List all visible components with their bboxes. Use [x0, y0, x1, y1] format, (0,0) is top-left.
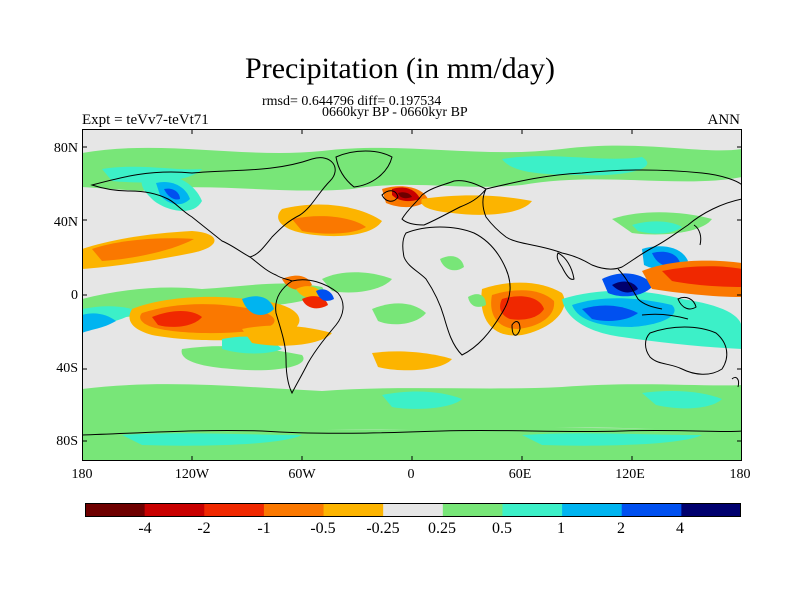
season-label: ANN	[707, 112, 741, 128]
colorbar-label: -1	[257, 520, 271, 537]
rmsd-diff-stats: rmsd= 0.644796 diff= 0.197534	[262, 94, 442, 109]
lat-label-40n: 40N	[53, 215, 78, 230]
lat-label-80n: 80N	[53, 141, 78, 156]
colorbar-cell	[383, 503, 444, 517]
colorbar-cell	[323, 503, 384, 517]
period-label: 0660kyr BP - 0660kyr BP	[322, 105, 468, 120]
lon-label-120e: 120E	[615, 467, 645, 482]
colorbar-cell	[502, 503, 563, 517]
lon-label-180w: 180	[71, 467, 93, 482]
lon-label-0: 0	[407, 467, 415, 482]
colorbar-label: 1	[557, 520, 565, 537]
colorbar-cell	[204, 503, 265, 517]
colorbar-label: -0.25	[366, 520, 400, 537]
coastlines	[82, 150, 742, 436]
chart-title: Precipitation (in mm/day)	[245, 52, 555, 85]
experiment-label: Expt = teVv7-teVt71	[82, 112, 209, 128]
colorbar-label: -2	[197, 520, 211, 537]
colorbar-label: -0.5	[310, 520, 336, 537]
colorbar-label: 2	[617, 520, 625, 537]
colorbar-label: 0.5	[492, 520, 512, 537]
precipitation-difference-map	[82, 129, 742, 461]
precip-anomaly-fields	[82, 145, 742, 461]
colorbar-cell	[263, 503, 325, 517]
colorbar-label: 4	[676, 520, 684, 537]
map-frame	[82, 129, 742, 461]
colorbar-cell	[442, 503, 503, 517]
colorbar-cell	[562, 503, 623, 517]
lat-label-80s: 80S	[56, 434, 78, 449]
colorbar-cell	[621, 503, 682, 517]
colorbar-cell	[681, 503, 741, 517]
colorbar-cell	[144, 503, 205, 517]
lon-label-60w: 60W	[288, 467, 316, 482]
lat-label-40s: 40S	[56, 361, 78, 376]
colorbar	[85, 503, 741, 517]
lon-label-120w: 120W	[174, 467, 210, 482]
colorbar-cell	[85, 503, 146, 517]
colorbar-label: 0.25	[428, 520, 456, 537]
lon-label-180e: 180	[729, 467, 751, 482]
lon-label-60e: 60E	[508, 467, 532, 482]
lat-label-eq: 0	[71, 288, 78, 303]
colorbar-label: -4	[138, 520, 152, 537]
